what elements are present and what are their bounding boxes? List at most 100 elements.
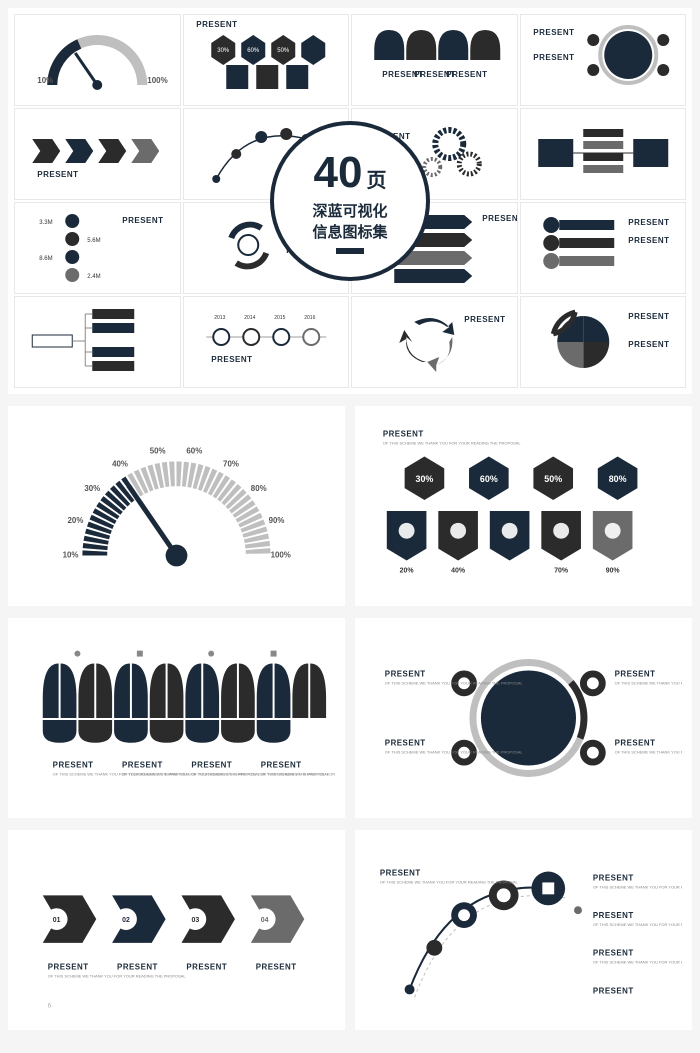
- svg-text:60%: 60%: [247, 48, 260, 54]
- svg-text:50%: 50%: [544, 474, 562, 484]
- svg-text:PRESENT: PRESENT: [385, 739, 426, 748]
- svg-text:PRESENT: PRESENT: [464, 315, 505, 324]
- slide-chevrons: 01 02 03 04 PRESENT OF THIS SCHEME WE TH…: [8, 830, 345, 1030]
- svg-text:80%: 80%: [251, 484, 267, 493]
- svg-text:PRESENT: PRESENT: [628, 340, 669, 349]
- thumb-triangle-cycle: PRESENT: [351, 296, 518, 388]
- thumb-gauge: 10% 100%: [14, 14, 181, 106]
- svg-text:10%: 10%: [37, 76, 53, 85]
- slide-gauge: 10% 20% 30% 40% 50% 60% 70% 80% 90% 100%: [8, 406, 345, 606]
- svg-text:50%: 50%: [277, 48, 290, 54]
- thumbnail-grid: 10% 100% PRESENT 30% 60% 50% PRESENT PRE…: [8, 8, 692, 394]
- svg-text:PRESENT: PRESENT: [593, 911, 634, 920]
- svg-text:PRESENT: PRESENT: [211, 355, 252, 364]
- hex-1: 30%: [405, 456, 445, 500]
- slide-petals: PRESENT OF THIS SCHEME WE THANK YOU FOR …: [8, 618, 345, 818]
- svg-text:40%: 40%: [451, 567, 465, 574]
- svg-text:2013: 2013: [214, 315, 225, 321]
- slide-hexagons: PRESENT OF THIS SCHEME WE THANK YOU FOR …: [355, 406, 692, 606]
- thumb-timeline: 2013 2014 2015 2016 PRESENT: [183, 296, 350, 388]
- slide-arc-nodes: PRESENT OF THIS SCHEME WE THANK YOU FOR …: [355, 830, 692, 1030]
- svg-text:OF THIS SCHEME WE THANK YOU FO: OF THIS SCHEME WE THANK YOU FOR YOUR REA…: [593, 922, 682, 927]
- svg-text:2.4M: 2.4M: [87, 274, 100, 280]
- svg-text:70%: 70%: [223, 459, 239, 468]
- svg-text:PRESENT: PRESENT: [628, 218, 669, 227]
- svg-text:2014: 2014: [244, 315, 255, 321]
- svg-text:2015: 2015: [274, 315, 285, 321]
- svg-text:PRESENT: PRESENT: [593, 986, 634, 995]
- gauge-chart: [82, 461, 270, 566]
- svg-text:OF THIS SCHEME WE THANK YOU FO: OF THIS SCHEME WE THANK YOU FOR YOUR REA…: [261, 771, 335, 776]
- thumb-circle-hub: PRESENT PRESENT: [520, 14, 687, 106]
- svg-text:5.6M: 5.6M: [87, 238, 100, 244]
- svg-text:PRESENT: PRESENT: [533, 28, 574, 37]
- slide-row-1: 10% 20% 30% 40% 50% 60% 70% 80% 90% 100%…: [8, 406, 692, 606]
- svg-text:OF THIS SCHEME WE THANK YOU FO: OF THIS SCHEME WE THANK YOU FOR YOUR REA…: [615, 680, 682, 685]
- slide-circle-hub: PRESENT OF THIS SCHEME WE THANK YOU FOR …: [355, 618, 692, 818]
- svg-text:60%: 60%: [480, 474, 498, 484]
- badge-unit: 页: [366, 164, 386, 193]
- badge-bar: [336, 248, 364, 254]
- petals-group: [43, 664, 326, 743]
- svg-text:PRESENT: PRESENT: [593, 873, 634, 882]
- svg-text:40%: 40%: [112, 459, 128, 468]
- svg-text:PRESENT: PRESENT: [53, 761, 94, 770]
- svg-text:20%: 20%: [400, 567, 414, 574]
- slide-row-2: PRESENT OF THIS SCHEME WE THANK YOU FOR …: [8, 618, 692, 818]
- thumb-hexagons: PRESENT 30% 60% 50%: [183, 14, 350, 106]
- svg-text:OF THIS SCHEME WE THANK YOU FO: OF THIS SCHEME WE THANK YOU FOR YOUR REA…: [593, 884, 682, 889]
- svg-text:PRESENT: PRESENT: [37, 170, 78, 179]
- svg-text:PRESENT: PRESENT: [628, 312, 669, 321]
- svg-text:PRESENT: PRESENT: [628, 236, 669, 245]
- svg-text:PRESENT: PRESENT: [615, 739, 656, 748]
- svg-text:PRESENT: PRESENT: [196, 20, 237, 29]
- svg-text:3.3M: 3.3M: [39, 220, 52, 226]
- svg-text:PRESENT: PRESENT: [117, 963, 158, 972]
- svg-text:PRESENT: PRESENT: [122, 761, 163, 770]
- svg-text:OF THIS SCHEME WE THANK YOU FO: OF THIS SCHEME WE THANK YOU FOR YOUR REA…: [380, 879, 519, 884]
- svg-text:PRESENT: PRESENT: [380, 869, 421, 878]
- svg-text:PRESENT: PRESENT: [261, 761, 302, 770]
- svg-text:OF THIS SCHEME WE THANK YOU FO: OF THIS SCHEME WE THANK YOU FOR YOUR REA…: [48, 974, 187, 979]
- svg-text:50%: 50%: [150, 446, 166, 455]
- svg-text:10%: 10%: [63, 551, 79, 560]
- svg-text:OF THIS SCHEME WE THANK YOU FO: OF THIS SCHEME WE THANK YOU FOR YOUR REA…: [385, 680, 524, 685]
- svg-text:04: 04: [261, 917, 269, 924]
- svg-text:PRESENT: PRESENT: [615, 669, 656, 678]
- thumb-pointer-rows: PRESENT PRESENT: [520, 202, 687, 294]
- slide-row-3: 01 02 03 04 PRESENT OF THIS SCHEME WE TH…: [8, 830, 692, 1030]
- badge-number: 40: [314, 148, 363, 198]
- svg-text:03: 03: [191, 917, 199, 924]
- svg-text:8.6M: 8.6M: [39, 256, 52, 262]
- svg-text:OF THIS SCHEME WE THANK YOU FO: OF THIS SCHEME WE THANK YOU FOR YOUR REA…: [385, 750, 524, 755]
- svg-text:PRESENT: PRESENT: [48, 963, 89, 972]
- svg-text:20%: 20%: [68, 516, 84, 525]
- svg-text:100%: 100%: [271, 551, 291, 560]
- svg-text:PRESENT: PRESENT: [482, 214, 516, 223]
- svg-text:2016: 2016: [304, 315, 315, 321]
- svg-text:OF THIS SCHEME WE THANK YOU FO: OF THIS SCHEME WE THANK YOU FOR YOUR REA…: [593, 960, 682, 965]
- svg-text:PRESENT: PRESENT: [533, 53, 574, 62]
- badge-line2: 信息图标集: [312, 221, 387, 242]
- svg-text:OF THIS SCHEME WE THANK YOU FO: OF THIS SCHEME WE THANK YOU FOR YOUR REA…: [615, 750, 682, 755]
- svg-text:PRESENT: PRESENT: [385, 669, 426, 678]
- svg-text:PRESENT: PRESENT: [383, 430, 424, 439]
- thumb-quad-circle: PRESENT PRESENT: [520, 296, 687, 388]
- svg-text:PRESENT: PRESENT: [593, 949, 634, 958]
- chevron-1: 01: [43, 895, 96, 943]
- badge-line1: 深蓝可视化: [312, 200, 387, 221]
- svg-text:01: 01: [53, 917, 61, 924]
- svg-text:90%: 90%: [606, 567, 620, 574]
- svg-text:60%: 60%: [186, 446, 202, 455]
- svg-text:30%: 30%: [416, 474, 434, 484]
- thumb-social: 3.3M 5.6M 8.6M 2.4M PRESENT: [14, 202, 181, 294]
- thumb-bracket: [520, 108, 687, 200]
- svg-text:02: 02: [122, 917, 130, 924]
- svg-text:30%: 30%: [217, 48, 230, 54]
- svg-text:80%: 80%: [609, 474, 627, 484]
- svg-text:OF THIS SCHEME WE THANK YOU FO: OF THIS SCHEME WE THANK YOU FOR YOUR REA…: [383, 441, 522, 446]
- center-badge: 40 页 深蓝可视化 信息图标集: [270, 121, 430, 281]
- thumb-petals: PRESENT PRESENT PRESENT: [351, 14, 518, 106]
- svg-text:30%: 30%: [84, 484, 100, 493]
- svg-text:PRESENT: PRESENT: [446, 70, 487, 79]
